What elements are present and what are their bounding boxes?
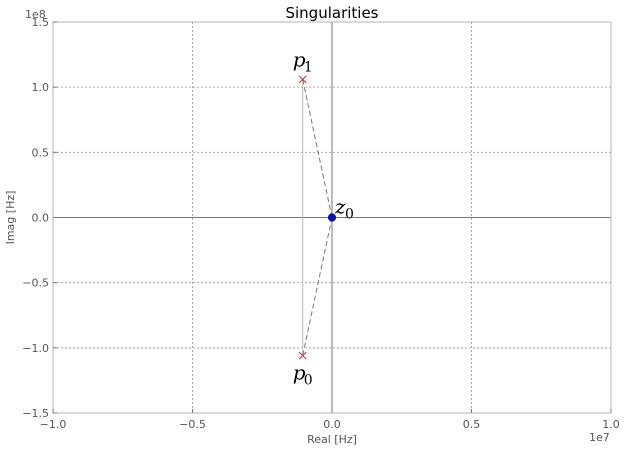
x-offset-label: 1e7 (589, 431, 610, 444)
y-offset-label: 1e8 (25, 8, 46, 21)
y-tick-label: −1.0 (22, 342, 49, 355)
x-tick-label: −1.0 (40, 418, 67, 431)
pole-marker (298, 75, 307, 84)
y-tick-label: 0.0 (32, 212, 50, 225)
pole-marker-stroke (298, 351, 307, 360)
pole-annotation-subscript-0: 0 (304, 373, 313, 389)
pole-annotation-1: p (293, 47, 306, 71)
pole-annotation-subscript-1: 1 (304, 59, 313, 75)
y-axis-label: Imag [Hz] (4, 191, 17, 245)
zero-marker (327, 213, 337, 222)
x-tick-label: −0.5 (179, 418, 206, 431)
y-tick-label: 0.5 (32, 146, 50, 159)
pole-marker-stroke (298, 75, 307, 84)
zero-annotation-0: z (334, 195, 346, 219)
pole-annotation-0: p (293, 361, 306, 385)
x-axis-label: Real [Hz] (307, 433, 357, 446)
chart-title: Singularities (285, 4, 378, 22)
y-tick-label: 1.0 (32, 81, 50, 94)
x-tick-label: 0.5 (463, 418, 481, 431)
y-tick-label: −1.5 (22, 407, 49, 420)
zero-annotation-subscript-0: 0 (345, 207, 354, 223)
pole-marker (298, 351, 307, 360)
y-tick-label: −0.5 (22, 277, 49, 290)
x-tick-label: 1.0 (602, 418, 620, 431)
y-tick-label: 1.5 (32, 16, 50, 29)
x-tick-label: 0.0 (323, 418, 341, 431)
